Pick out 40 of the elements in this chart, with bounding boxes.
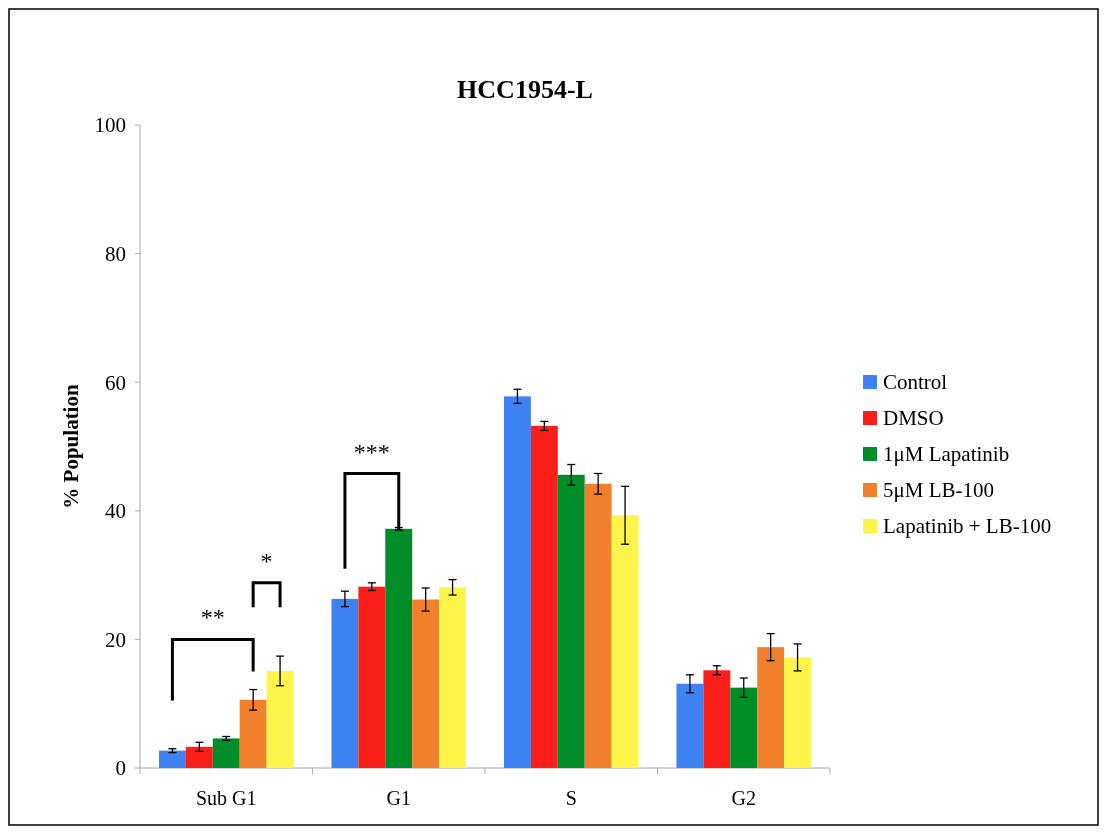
x-tick-label: Sub G1 [195, 787, 257, 809]
bar [757, 647, 785, 768]
bar [385, 528, 413, 768]
y-tick-label: 100 [94, 113, 126, 138]
bar [676, 683, 704, 768]
bar [439, 587, 467, 768]
annotation: ** [200, 604, 225, 631]
x-tick-label: G1 [386, 787, 411, 809]
y-tick-label: 0 [115, 756, 126, 781]
bar [584, 483, 612, 768]
y-tick-label: 60 [105, 370, 126, 395]
y-tick-label: 40 [105, 499, 126, 524]
bar [557, 474, 585, 768]
bar [784, 657, 812, 768]
chart-title: HCC1954-L [457, 75, 593, 104]
y-tick-label: 80 [105, 241, 126, 266]
bar [266, 670, 294, 768]
legend-label: Lapatinib + LB-100 [883, 514, 1052, 539]
bar [412, 599, 440, 768]
bar [703, 670, 731, 768]
bar [503, 396, 531, 768]
legend-label: DMSO [883, 406, 944, 431]
annotation: * [260, 547, 273, 574]
y-tick-label: 20 [105, 627, 126, 652]
annotation: *** [353, 438, 390, 465]
x-tick-label: S [565, 787, 577, 809]
bar [212, 738, 240, 768]
bar [239, 699, 267, 768]
bar [530, 425, 558, 768]
bar [185, 746, 213, 768]
x-tick-label: G2 [731, 787, 756, 809]
bar [730, 687, 758, 768]
legend-label: Control [883, 370, 948, 395]
bar [331, 598, 359, 768]
bar [358, 586, 386, 768]
bar [158, 750, 186, 768]
legend-label: 5μM LB-100 [883, 478, 995, 503]
y-axis-title: % Population [59, 384, 83, 509]
bar [611, 515, 639, 768]
legend-label: 1μM Lapatinib [883, 442, 1010, 467]
